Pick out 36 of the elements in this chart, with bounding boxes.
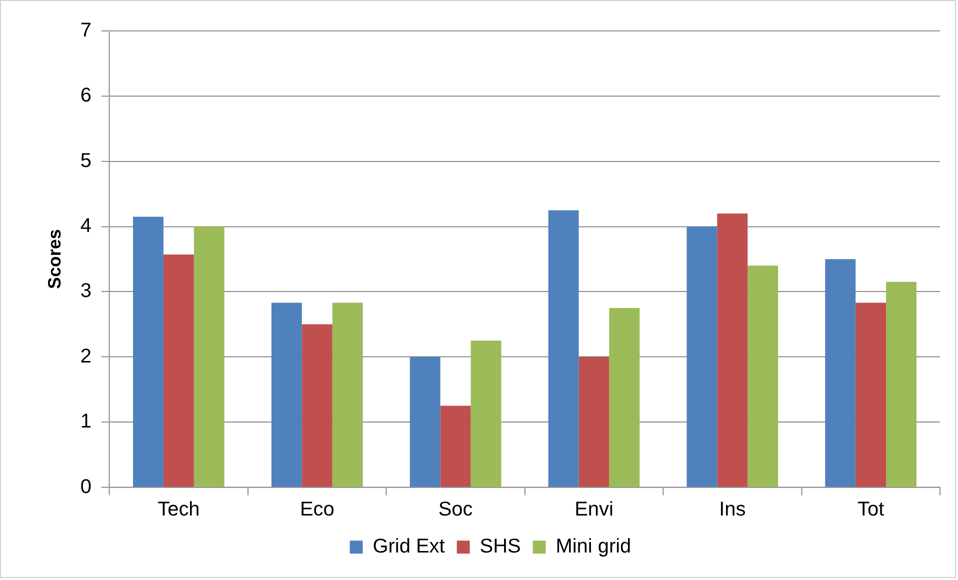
bar xyxy=(548,210,579,487)
bar xyxy=(163,254,194,487)
bar xyxy=(302,324,332,487)
bar xyxy=(440,406,471,487)
bar xyxy=(856,302,886,487)
x-tick-label: Soc xyxy=(438,498,473,521)
bar xyxy=(578,356,610,487)
bar xyxy=(271,302,302,487)
x-tick-label: Tot xyxy=(858,498,885,521)
legend-label: Mini grid xyxy=(556,536,632,558)
y-tick-label: 6 xyxy=(80,84,92,107)
legend-label: Grid Ext xyxy=(372,536,446,558)
bar xyxy=(332,302,363,487)
bar xyxy=(717,213,748,487)
y-tick-label: 2 xyxy=(80,345,92,368)
y-tick-label: 1 xyxy=(80,410,92,433)
x-tick-label: Envi xyxy=(574,498,614,521)
y-tick-label: 4 xyxy=(80,215,92,237)
y-tick-label: 3 xyxy=(80,280,92,302)
legend-label: SHS xyxy=(480,536,521,558)
bar xyxy=(133,216,164,487)
y-tick-label: 7 xyxy=(80,19,92,42)
bar xyxy=(748,266,778,487)
bar xyxy=(194,226,224,487)
x-tick-label: Tech xyxy=(158,498,200,521)
bar xyxy=(686,226,718,487)
y-tick-label: 0 xyxy=(80,476,92,498)
bar xyxy=(609,308,640,487)
bar xyxy=(470,340,502,487)
y-axis-title: Scores xyxy=(44,229,65,290)
y-tick-label: 5 xyxy=(80,150,92,172)
bar xyxy=(886,282,916,487)
x-tick-label: Ins xyxy=(719,498,746,521)
x-tick-label: Eco xyxy=(300,498,334,521)
bar xyxy=(825,259,856,487)
bar xyxy=(410,356,440,487)
